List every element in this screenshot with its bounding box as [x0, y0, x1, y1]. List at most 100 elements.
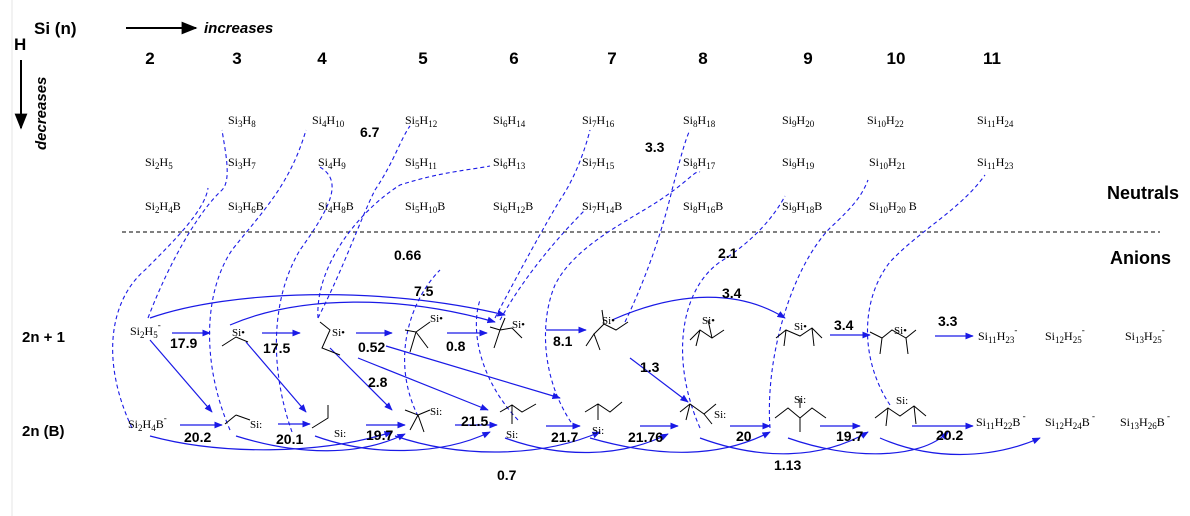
bond — [499, 317, 506, 331]
neutral-formula: Si6H12B — [493, 199, 533, 215]
bond — [874, 405, 927, 419]
anion-formula: Si2H4B- — [128, 413, 167, 433]
energy-value: 20.2 — [184, 429, 211, 445]
energy-value: 3.3 — [645, 139, 665, 155]
si-axis-label: Si (n) — [34, 19, 77, 38]
neutral-formula: Si2H5 — [145, 155, 173, 171]
reaction-arrow — [329, 347, 393, 411]
column-number: 10 — [887, 49, 906, 68]
reaction-arrow — [611, 296, 786, 321]
si-radical-label: Si: — [430, 406, 442, 418]
neutral-formula: Si3H8 — [228, 113, 256, 129]
bond — [585, 332, 601, 351]
anion-formula: Si13H26B - — [1120, 411, 1170, 431]
neutral-formula: Si7H16 — [582, 113, 615, 129]
anion-formula: Si12H24B - — [1045, 411, 1095, 431]
bond — [404, 329, 417, 353]
neutral-formula: Si2H4B — [145, 199, 181, 215]
bond — [601, 309, 605, 325]
si-radical-label: Si• — [332, 327, 345, 339]
bond — [235, 414, 251, 421]
energy-value: 20.2 — [936, 427, 963, 443]
anion-formula: Si2H5- — [130, 320, 161, 340]
neutral-formula: Si6H13 — [493, 155, 526, 171]
energy-value: 0.8 — [446, 338, 466, 354]
bond — [499, 327, 523, 339]
neutral-formula: Si5H12 — [405, 113, 437, 129]
reaction-arrow — [149, 431, 393, 451]
bond — [311, 405, 329, 429]
neutral-formula: Si6H14 — [493, 113, 526, 129]
si-radical-label: Si: — [714, 409, 726, 421]
dashed-link — [317, 165, 491, 319]
increases-label: increases — [204, 20, 273, 37]
column-number: 9 — [803, 49, 812, 68]
neutral-formula: Si7H14B — [582, 199, 622, 215]
energy-value: 2.1 — [718, 245, 738, 261]
si-radical-label: Si• — [894, 325, 907, 337]
energy-value: 3.4 — [834, 317, 854, 333]
dashed-link — [209, 129, 307, 431]
energy-value: 0.7 — [497, 467, 517, 483]
energy-values: 17.9 17.5 0.52 0.8 8.1 3.4 3.3 20.2 20.1 19.7 21.5… — [170, 124, 963, 483]
bond — [417, 409, 431, 416]
neutral-formula: Si9H20 — [782, 113, 815, 129]
column-number: 11 — [983, 49, 1001, 68]
neutral-formulas: Si3H8 Si4H10 Si5H12 Si6H14 Si7H16 Si8H18 Si9H2… — [145, 113, 1014, 215]
reaction-arrows — [149, 294, 1041, 456]
reaction-arrow — [149, 294, 506, 319]
si-radical-label: Si• — [702, 315, 715, 327]
bond — [913, 405, 917, 425]
neutral-formula: Si4H8B — [318, 199, 354, 215]
reaction-arrow — [229, 301, 496, 326]
dashed-link — [624, 129, 691, 323]
neutral-formula: Si8H16B — [683, 199, 723, 215]
bond — [224, 414, 237, 425]
bond — [221, 336, 249, 347]
anion-formula: Si11H22B - — [976, 411, 1026, 431]
si-radical-label: Si: — [506, 429, 518, 441]
bond — [811, 327, 815, 347]
column-number: 6 — [509, 49, 518, 68]
energy-value: 21.5 — [461, 413, 488, 429]
dashed-link — [317, 125, 411, 319]
energy-value: 20.1 — [276, 431, 303, 447]
reaction-arrow — [149, 339, 213, 413]
si-radical-label: Si: — [794, 394, 806, 406]
neutral-formula: Si4H9 — [318, 155, 346, 171]
bond — [415, 321, 431, 333]
dashed-link — [147, 129, 228, 319]
reaction-arrow — [629, 357, 689, 403]
energy-value: 0.52 — [358, 339, 385, 355]
si-radical-label: Si: — [592, 425, 604, 437]
row-label-even: 2n (B) — [22, 423, 65, 440]
bond — [703, 413, 713, 425]
reaction-arrow — [235, 433, 406, 452]
energy-value: 20 — [736, 428, 752, 444]
energy-value: 6.7 — [360, 124, 380, 140]
bond — [905, 337, 909, 355]
row-label-odd: 2n + 1 — [22, 329, 65, 346]
neutral-formula: Si5H11 — [405, 155, 437, 171]
energy-value: 3.3 — [938, 313, 958, 329]
energy-value: 21.7 — [551, 429, 578, 445]
neutral-formula: Si10H22 — [867, 113, 904, 129]
bond — [774, 407, 827, 419]
bond — [885, 407, 889, 427]
neutral-formula: Si5H10B — [405, 199, 445, 215]
reaction-arrow — [314, 431, 491, 452]
neutral-formula: Si3H6B — [228, 199, 264, 215]
reaction-arrow — [357, 357, 489, 411]
bond — [409, 414, 419, 431]
column-number: 4 — [317, 49, 327, 68]
energy-value: 2.8 — [368, 374, 388, 390]
bond — [707, 319, 713, 339]
bond — [869, 329, 917, 339]
skeletal-structures: Si• Si: Si• Si: Si• Si: Si• Si: Si• Si: Si• Si: Si• S… — [221, 309, 927, 441]
column-number: 5 — [418, 49, 427, 68]
bond — [685, 403, 691, 421]
reaction-arrow — [787, 431, 949, 455]
bond — [499, 403, 537, 413]
energy-value: 21.76 — [628, 429, 663, 445]
